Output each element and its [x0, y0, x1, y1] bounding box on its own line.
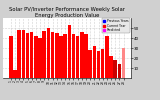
Bar: [97, 51, 100, 78]
Bar: [51, 32, 54, 78]
Bar: [84, 34, 88, 78]
Bar: [63, 34, 67, 78]
Bar: [30, 32, 33, 78]
Bar: [47, 28, 50, 78]
Bar: [72, 34, 75, 78]
Bar: [22, 30, 25, 78]
Bar: [118, 64, 121, 78]
Bar: [88, 50, 92, 78]
Bar: [122, 48, 125, 78]
Bar: [109, 56, 113, 78]
Bar: [34, 36, 38, 78]
Bar: [17, 30, 21, 78]
Bar: [113, 60, 117, 78]
Bar: [38, 38, 42, 78]
Legend: Previous Years, Current Year, Predicted: Previous Years, Current Year, Predicted: [102, 18, 130, 33]
Bar: [55, 33, 59, 78]
Bar: [59, 36, 63, 78]
Bar: [26, 33, 29, 78]
Bar: [101, 49, 104, 78]
Bar: [93, 46, 96, 78]
Bar: [9, 36, 13, 78]
Bar: [80, 32, 84, 78]
Title: Solar PV/Inverter Performance Weekly Solar Energy Production Value: Solar PV/Inverter Performance Weekly Sol…: [9, 7, 125, 18]
Bar: [76, 36, 79, 78]
Bar: [105, 36, 109, 78]
Bar: [68, 25, 71, 78]
Bar: [13, 70, 17, 78]
Bar: [42, 31, 46, 78]
